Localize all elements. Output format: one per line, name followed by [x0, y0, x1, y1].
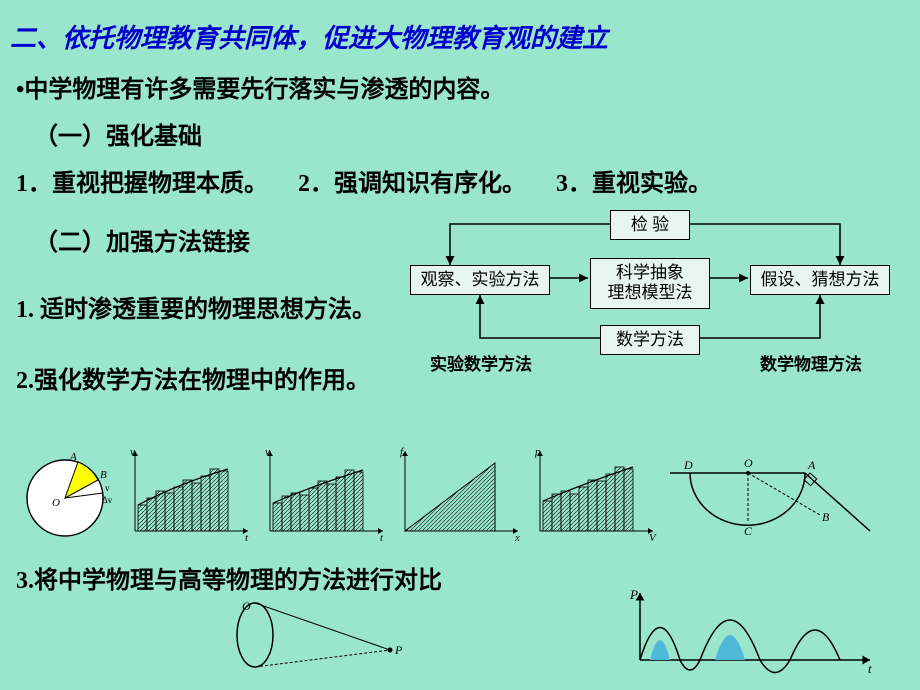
- svg-text:x: x: [514, 532, 520, 543]
- svg-text:O: O: [52, 497, 60, 509]
- method-flowchart: 检 验 观察、实验方法 科学抽象 理想模型法 假设、猜想方法 数学方法 实验数学…: [400, 210, 900, 380]
- flow-label-bl: 实验数学方法: [430, 350, 532, 375]
- section-title: 二、依托物理教育共同体，促进大物理教育观的建立: [0, 0, 920, 63]
- svg-text:Δv: Δv: [102, 495, 113, 505]
- section1-items: 1．重视把握物理本质。 2．强调知识有序化。 3．重视实验。: [0, 157, 920, 204]
- svg-text:P: P: [394, 643, 403, 657]
- pv-chart: p V: [525, 443, 660, 543]
- bar-chart-2: v t: [255, 443, 390, 543]
- diagram-row: A B O v Δv v t v t: [10, 438, 910, 548]
- svg-text:P: P: [629, 587, 638, 602]
- wave-diagram: P t: [620, 585, 880, 680]
- svg-text:t: t: [245, 532, 249, 543]
- section1-heading: （一）强化基础: [0, 110, 920, 157]
- arc-diagram: D O A C B: [660, 443, 880, 543]
- circle-diagram: A B O v Δv: [10, 443, 120, 543]
- svg-text:A: A: [69, 451, 77, 463]
- svg-text:C: C: [744, 524, 753, 538]
- svg-text:t: t: [868, 661, 872, 676]
- svg-text:O: O: [744, 456, 753, 470]
- item-3: 3．重视实验。: [556, 163, 712, 198]
- svg-text:B: B: [822, 510, 830, 524]
- svg-text:t: t: [380, 532, 384, 543]
- svg-text:v: v: [130, 446, 135, 458]
- svg-text:v: v: [265, 446, 270, 458]
- svg-text:V: V: [649, 532, 657, 543]
- triangle-chart: f x: [390, 443, 525, 543]
- flow-box-right: 假设、猜想方法: [750, 265, 890, 295]
- center-line2: 理想模型法: [597, 283, 703, 303]
- flow-box-bottom: 数学方法: [600, 325, 700, 355]
- bar-chart-1: v t: [120, 443, 255, 543]
- svg-text:f: f: [400, 446, 405, 458]
- svg-text:p: p: [534, 446, 541, 458]
- item-2: 2．强调知识有序化。: [298, 163, 526, 198]
- svg-text:A: A: [807, 458, 816, 472]
- intro-text: •中学物理有许多需要先行落实与渗透的内容。: [0, 63, 920, 110]
- svg-text:v: v: [105, 483, 110, 493]
- flow-label-br: 数学物理方法: [760, 350, 862, 375]
- flow-box-center: 科学抽象 理想模型法: [590, 258, 710, 309]
- ellipse-diagram: O P: [220, 590, 420, 680]
- flow-box-left: 观察、实验方法: [410, 265, 550, 295]
- svg-text:O: O: [242, 599, 251, 613]
- center-line1: 科学抽象: [597, 263, 703, 283]
- bottom-diagrams: O P P t: [0, 590, 920, 690]
- svg-text:B: B: [100, 469, 107, 481]
- item-1: 1．重视把握物理本质。: [16, 163, 268, 198]
- svg-text:D: D: [683, 458, 693, 472]
- flow-box-top: 检 验: [610, 210, 690, 240]
